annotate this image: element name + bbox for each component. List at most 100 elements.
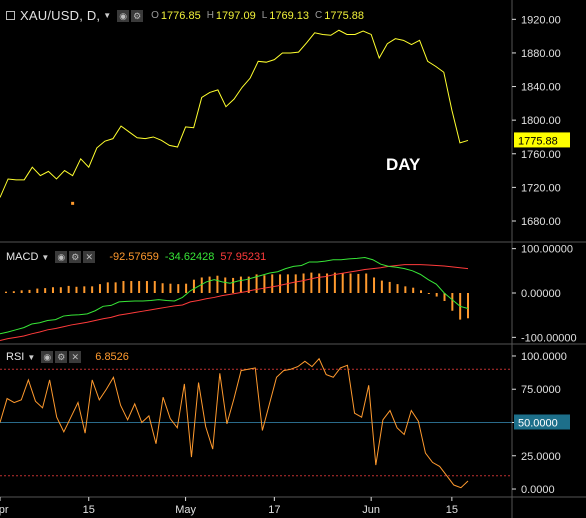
price-line: [0, 29, 469, 198]
macd-histogram-bar: [435, 293, 438, 297]
macd-histogram-bar: [51, 287, 54, 293]
time-axis-label: 17: [268, 504, 280, 516]
settings-icon[interactable]: ⚙: [131, 9, 144, 22]
macd-histogram-bar: [326, 273, 329, 293]
macd-histogram-bar: [91, 286, 94, 293]
macd-histogram-bar: [20, 290, 23, 293]
time-axis-label: Apr: [0, 504, 9, 516]
menu-icon[interactable]: [6, 11, 15, 20]
macd-histogram-bar: [443, 293, 446, 301]
low-value: 1769.13: [269, 9, 310, 22]
close-icon[interactable]: ✕: [83, 251, 96, 263]
close-icon[interactable]: ✕: [69, 351, 82, 363]
chevron-down-icon[interactable]: ▼: [41, 252, 50, 262]
price-axis-label: 1760.00: [521, 149, 561, 161]
macd-histogram-bar: [232, 277, 235, 293]
macd-histogram-bar: [388, 281, 391, 293]
rsi-value: 6.8526: [95, 351, 129, 363]
price-axis-label: 1680.00: [521, 216, 561, 228]
macd-histogram-bar: [247, 276, 250, 293]
day-annotation: DAY: [386, 155, 421, 174]
legend-toolbar: ◉ ⚙: [117, 9, 145, 22]
close-value: 1775.88: [324, 9, 365, 22]
macd-histogram-bar: [67, 285, 70, 293]
visibility-icon[interactable]: ◉: [55, 251, 68, 263]
rsi-toolbar: ◉ ⚙ ✕: [41, 351, 83, 363]
macd-histogram-bar: [44, 288, 47, 293]
macd-histogram-bar: [59, 287, 62, 293]
rsi-mid-label: 50.0000: [518, 417, 558, 429]
macd-histogram-bar: [169, 283, 172, 293]
macd-line-value: -34.62428: [164, 251, 215, 263]
macd-hist-value: -92.57659: [109, 251, 159, 263]
macd-histogram-bar: [373, 277, 376, 293]
macd-histogram-bar: [333, 272, 336, 293]
price-axis-label: 1920.00: [521, 14, 561, 26]
macd-histogram-bar: [83, 286, 86, 293]
macd-histogram-bar: [145, 281, 148, 293]
macd-histogram-bar: [130, 281, 133, 293]
macd-histogram-bar: [200, 277, 203, 293]
time-axis-label: 15: [446, 504, 458, 516]
macd-histogram-bar: [427, 293, 430, 294]
macd-histogram-bar: [451, 293, 454, 311]
macd-histogram-bar: [153, 281, 156, 293]
macd-line: [0, 257, 469, 335]
macd-signal-value: 57.95231: [220, 251, 267, 263]
macd-axis-label: -100.00000: [521, 332, 577, 344]
macd-histogram-bar: [318, 273, 321, 293]
macd-histogram-bar: [341, 273, 344, 293]
macd-histogram-bar: [114, 282, 117, 293]
rsi-label[interactable]: RSI: [6, 351, 25, 363]
macd-histogram-bar: [185, 283, 188, 293]
visibility-icon[interactable]: ◉: [117, 9, 130, 22]
macd-histogram-bar: [208, 276, 211, 293]
macd-histogram-bar: [357, 273, 360, 293]
open-value: 1776.85: [160, 9, 201, 22]
macd-legend: MACD ▼ ◉ ⚙ ✕ -92.57659 -34.62428 57.95231: [6, 251, 266, 263]
chevron-down-icon[interactable]: ▼: [103, 11, 112, 20]
macd-histogram-bar: [106, 282, 109, 293]
macd-histogram-bar: [75, 286, 78, 293]
macd-histogram-bar: [396, 284, 399, 293]
macd-histogram-bar: [310, 272, 313, 293]
macd-histogram-bar: [239, 276, 242, 293]
high-label: H: [206, 10, 214, 21]
macd-histogram-bar: [279, 274, 282, 293]
time-axis-label: 15: [83, 504, 95, 516]
rsi-axis-label: 0.0000: [521, 484, 555, 496]
macd-axis-label: 100.00000: [521, 244, 573, 256]
macd-histogram-bar: [5, 291, 7, 293]
macd-histogram-bar: [420, 290, 423, 293]
open-label: O: [151, 10, 159, 21]
macd-histogram-bar: [161, 283, 164, 293]
rsi-axis-label: 75.0000: [521, 384, 561, 396]
macd-histogram-bar: [302, 273, 305, 293]
macd-histogram-bar: [294, 274, 297, 293]
macd-histogram-bar: [177, 284, 180, 293]
chevron-down-icon[interactable]: ▼: [27, 352, 36, 362]
low-label: L: [261, 10, 268, 21]
macd-histogram-bar: [263, 275, 266, 293]
price-marker-dot: [71, 201, 75, 205]
macd-histogram-bar: [349, 273, 352, 293]
rsi-legend: RSI ▼ ◉ ⚙ ✕ 6.8526: [6, 351, 129, 363]
settings-icon[interactable]: ⚙: [55, 351, 68, 363]
time-axis-label: Jun: [362, 504, 380, 516]
symbol-label[interactable]: XAU/USD, D,: [20, 8, 101, 23]
time-axis-label: May: [175, 504, 196, 516]
high-value: 1797.09: [215, 9, 256, 22]
last-price-label: 1775.88: [518, 135, 558, 147]
macd-histogram-bar: [224, 277, 227, 293]
macd-histogram-bar: [28, 289, 31, 293]
macd-signal-line: [0, 264, 469, 341]
visibility-icon[interactable]: ◉: [41, 351, 54, 363]
rsi-axis-label: 25.0000: [521, 451, 561, 463]
macd-histogram-bar: [271, 274, 274, 293]
settings-icon[interactable]: ⚙: [69, 251, 82, 263]
macd-label[interactable]: MACD: [6, 251, 39, 263]
macd-histogram-bar: [98, 284, 101, 293]
macd-histogram-bar: [12, 291, 15, 293]
macd-histogram-bar: [36, 288, 39, 293]
